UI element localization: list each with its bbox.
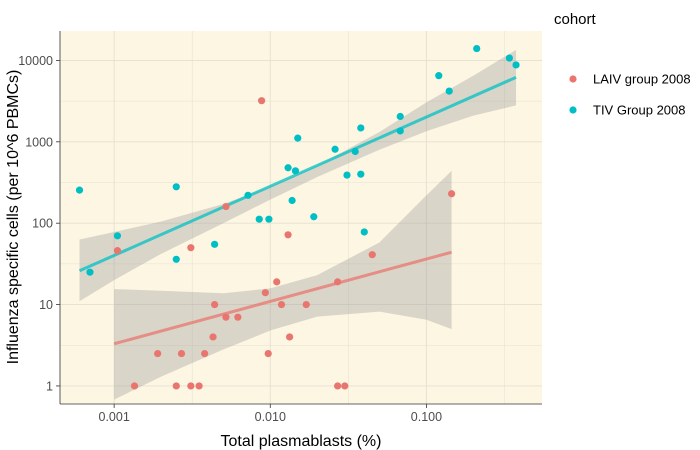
y-axis-ticks: 1 10 100 1000 10000 xyxy=(18,54,60,393)
point-series-1 xyxy=(201,349,209,358)
point-series-1 xyxy=(209,333,217,341)
plot-panel xyxy=(60,31,542,404)
point-series-2 xyxy=(396,112,404,121)
point-series-1 xyxy=(261,289,269,297)
x-tick-label: 0.010 xyxy=(255,410,286,424)
legend-label-series-2: TIV Group 2008 xyxy=(593,103,686,118)
point-series-1 xyxy=(302,300,310,309)
point-series-2 xyxy=(291,167,300,175)
point-series-1 xyxy=(113,247,122,255)
fit-line-series-1 xyxy=(113,250,452,346)
point-series-2 xyxy=(351,147,359,156)
point-series-2 xyxy=(473,44,481,53)
point-series-1 xyxy=(448,190,456,198)
point-series-2 xyxy=(435,72,443,80)
point-series-2 xyxy=(396,127,404,135)
point-series-2 xyxy=(331,145,339,153)
point-series-1 xyxy=(258,97,266,105)
point-series-2 xyxy=(172,183,180,191)
point-series-1 xyxy=(286,333,294,341)
point-series-1 xyxy=(187,382,195,390)
legend-items: LAIV group 2008 TIV Group 2008 xyxy=(569,72,691,118)
ci-band-series-1 xyxy=(114,170,452,400)
x-tick-label: 0.100 xyxy=(411,410,442,424)
point-series-2 xyxy=(211,240,219,248)
point-series-1 xyxy=(195,382,203,390)
point-series-1 xyxy=(334,382,342,390)
point-series-2 xyxy=(294,134,302,142)
x-axis-title: Total plasmablasts (%) xyxy=(221,433,382,450)
axes xyxy=(59,31,542,405)
point-series-2 xyxy=(75,186,84,194)
point-series-1 xyxy=(334,278,342,286)
point-series-1 xyxy=(222,202,230,211)
legend-key-series-2 xyxy=(569,106,577,114)
point-series-2 xyxy=(284,164,292,172)
point-series-1 xyxy=(154,349,162,358)
fit-lines xyxy=(78,75,517,346)
point-series-1 xyxy=(273,278,281,286)
point-series-2 xyxy=(310,213,318,221)
data-points xyxy=(75,44,520,390)
point-series-2 xyxy=(288,196,296,205)
fit-line-series-2 xyxy=(78,75,517,273)
point-series-2 xyxy=(113,232,122,240)
point-series-2 xyxy=(512,61,520,69)
point-series-2 xyxy=(357,124,365,132)
legend-key-series-1 xyxy=(569,75,577,83)
point-series-2 xyxy=(445,87,453,95)
point-series-2 xyxy=(244,191,252,199)
x-tick-label: 0.001 xyxy=(99,410,130,424)
legend-title: cohort xyxy=(554,11,597,28)
point-series-2 xyxy=(86,268,94,276)
point-series-1 xyxy=(222,313,230,321)
y-tick-label: 1000 xyxy=(25,135,53,149)
point-series-2 xyxy=(265,215,273,223)
y-axis-title: Influenza specific cells (per 10^6 PBMCs… xyxy=(5,70,22,365)
legend: cohort LAIV group 2008 TIV Group 2008 xyxy=(554,11,691,118)
point-series-1 xyxy=(277,300,286,309)
legend-label-series-1: LAIV group 2008 xyxy=(593,72,691,87)
point-series-2 xyxy=(505,54,513,62)
x-axis-ticks: 0.001 0.010 0.100 xyxy=(99,404,442,424)
point-series-2 xyxy=(357,170,365,178)
point-series-1 xyxy=(341,382,349,390)
point-series-2 xyxy=(343,171,351,179)
point-series-1 xyxy=(234,313,242,321)
point-series-1 xyxy=(130,382,139,390)
point-series-1 xyxy=(368,251,376,259)
y-tick-label: 100 xyxy=(32,217,53,231)
point-series-2 xyxy=(172,255,180,263)
grid-lines xyxy=(60,31,542,404)
point-series-1 xyxy=(264,349,272,358)
point-series-1 xyxy=(211,300,219,309)
point-series-2 xyxy=(360,228,368,236)
y-tick-label: 10 xyxy=(39,298,53,312)
y-tick-label: 10000 xyxy=(18,54,53,68)
y-tick-label: 1 xyxy=(46,379,53,393)
point-series-1 xyxy=(187,244,195,252)
point-series-1 xyxy=(172,382,180,390)
point-series-1 xyxy=(177,349,186,358)
point-series-1 xyxy=(284,231,292,239)
point-series-2 xyxy=(255,215,263,223)
